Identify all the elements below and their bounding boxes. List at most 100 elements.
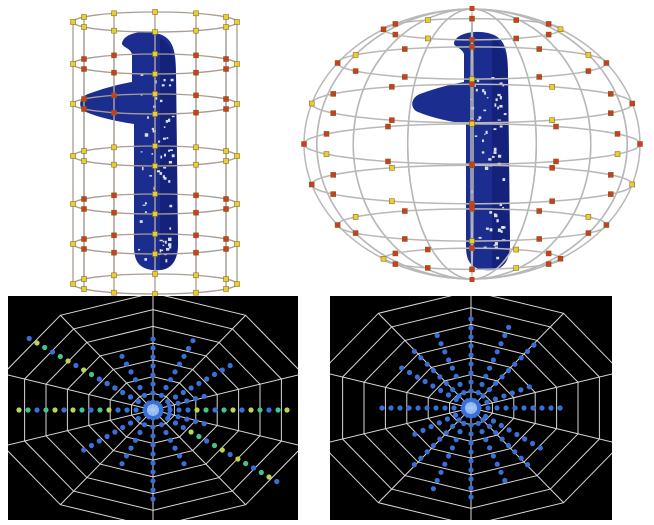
polar-point [548, 405, 554, 411]
figure-highlight [168, 180, 171, 183]
figure-highlight [159, 239, 163, 242]
control-point [352, 68, 359, 74]
control-point [223, 236, 229, 242]
control-point [389, 198, 395, 204]
polar-point [25, 407, 31, 413]
polar-point [81, 447, 87, 453]
figure-highlight [169, 227, 172, 230]
polar-point [166, 411, 172, 417]
figure-highlight [499, 104, 503, 108]
polar-point [115, 407, 121, 413]
polar-point [437, 374, 443, 380]
polar-point [399, 365, 405, 371]
polar-point [430, 383, 436, 389]
control-point [111, 52, 117, 59]
control-point [553, 158, 559, 165]
polar-point [150, 424, 156, 430]
control-point [614, 151, 621, 157]
figure-highlight [483, 109, 487, 112]
figure-highlight [149, 175, 153, 177]
control-point [469, 121, 475, 127]
control-point [603, 222, 610, 228]
polar-point [490, 453, 496, 459]
polar-point [221, 407, 227, 413]
control-point [629, 100, 636, 107]
polar-point [150, 354, 156, 360]
polar-point [150, 345, 156, 351]
control-point [81, 246, 87, 252]
polar-point [512, 449, 518, 455]
control-point [608, 91, 614, 97]
polar-point [436, 420, 442, 426]
polar-point [180, 389, 186, 396]
polar-point [453, 437, 459, 443]
control-point [545, 261, 552, 267]
polar-point [150, 469, 156, 475]
polar-point [158, 405, 164, 411]
polar-spoke [330, 407, 472, 443]
control-point [70, 281, 76, 287]
figure-highlight [499, 125, 503, 128]
polar-point [219, 447, 225, 453]
control-point [536, 46, 542, 52]
figure-highlight [147, 116, 149, 119]
figure-highlight [144, 133, 149, 137]
polar-point [471, 412, 477, 418]
polar-point [418, 355, 424, 361]
control-point [549, 198, 555, 204]
control-point [111, 192, 117, 199]
polar-point [137, 429, 143, 436]
polar-point [127, 394, 134, 400]
control-point [469, 206, 475, 212]
control-point [193, 249, 199, 256]
polar-point [201, 393, 207, 399]
polar-point [275, 407, 281, 413]
polar-point [484, 399, 490, 405]
polar-point [119, 461, 125, 467]
figure-highlight [482, 139, 484, 143]
figure-highlight [144, 258, 148, 261]
polar-spoke [8, 409, 154, 446]
control-point [234, 201, 240, 207]
polar-point [123, 361, 130, 367]
polar-point [499, 374, 505, 380]
polar-point [266, 474, 272, 480]
control-point [223, 96, 229, 102]
control-point [152, 111, 158, 117]
polar-point [438, 387, 444, 394]
polar-point [456, 393, 462, 399]
control-point [111, 209, 117, 216]
control-point [392, 261, 399, 267]
polar-point [512, 405, 518, 411]
control-point [70, 61, 76, 67]
polar-point [163, 429, 169, 436]
polar-point [442, 461, 448, 467]
polar-point [428, 424, 434, 430]
figure-highlight [165, 119, 169, 123]
polar-point [530, 405, 536, 411]
control-point [193, 289, 199, 296]
polar-point [239, 407, 245, 413]
control-point [385, 123, 391, 130]
polar-point [73, 362, 79, 369]
figure-highlight [169, 149, 173, 152]
figure-highlight [165, 259, 168, 263]
figure-highlight [484, 133, 486, 135]
control-point [111, 161, 117, 168]
polar-point [79, 407, 85, 413]
polar-point [165, 398, 171, 405]
polar-point [203, 407, 209, 413]
control-point [392, 21, 399, 27]
figure-highlight [493, 151, 497, 154]
polar-point [468, 449, 474, 455]
figure-highlight [503, 113, 507, 116]
figure-highlight [167, 118, 171, 122]
figure-highlight [495, 98, 498, 102]
polar-point [493, 380, 499, 386]
control-point [81, 286, 87, 292]
polar-point [176, 453, 183, 459]
figure-highlight [138, 248, 141, 251]
polar-point [461, 408, 467, 414]
polar-point [70, 407, 76, 413]
polar-point [81, 367, 87, 373]
